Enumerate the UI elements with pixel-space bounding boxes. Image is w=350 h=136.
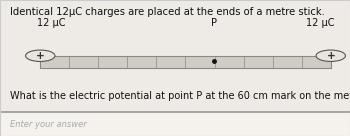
Text: 12 μC: 12 μC — [306, 18, 334, 28]
Circle shape — [26, 50, 55, 61]
Text: +: + — [326, 51, 335, 61]
Circle shape — [316, 50, 345, 61]
Text: What is the electric potential at point P at the 60 cm mark on the metre stick?: What is the electric potential at point … — [10, 91, 350, 101]
Text: P: P — [211, 18, 217, 28]
Text: Enter your answer: Enter your answer — [10, 120, 87, 129]
FancyBboxPatch shape — [0, 112, 350, 136]
Bar — [40, 56, 331, 68]
Text: +: + — [36, 51, 45, 61]
Text: 12 μC: 12 μC — [37, 18, 65, 28]
Text: Identical 12μC charges are placed at the ends of a metre stick.: Identical 12μC charges are placed at the… — [10, 7, 326, 18]
